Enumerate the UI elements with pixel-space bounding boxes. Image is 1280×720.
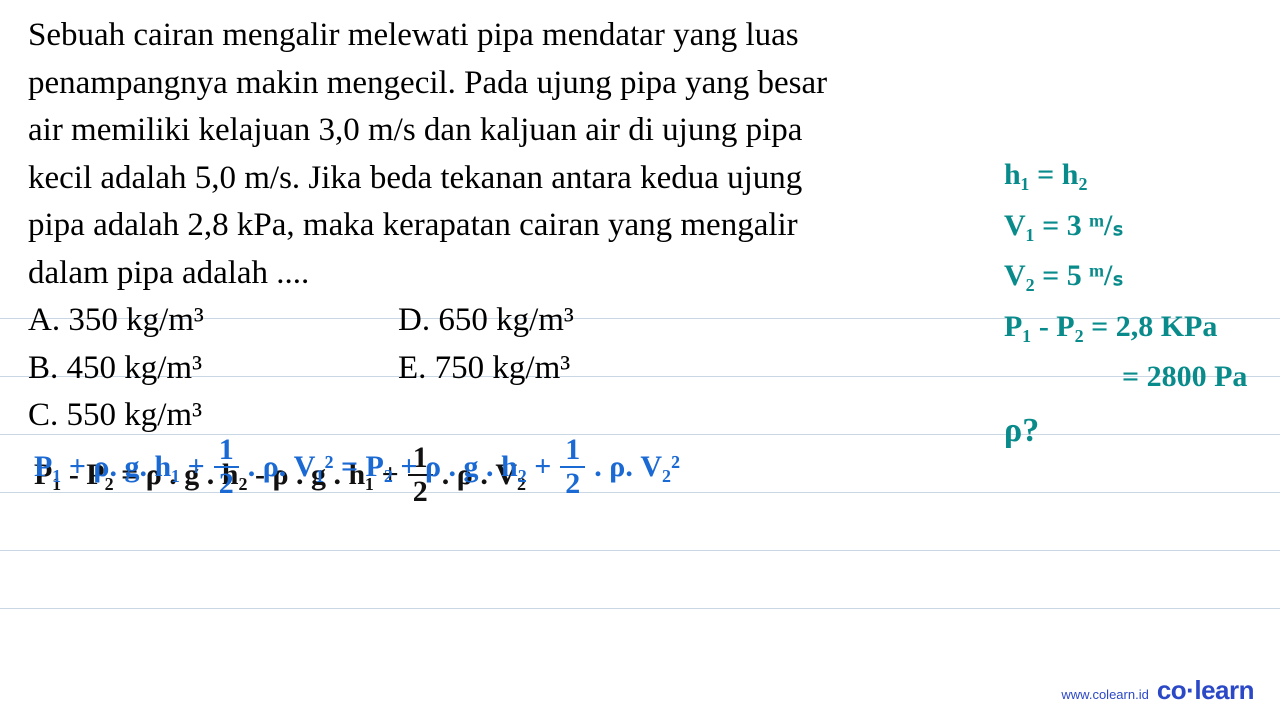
- equation-1: P₁ + ρ. g. h₁ + 1 2 . ρ. V₁² = P₂ + ρ . …: [34, 438, 680, 496]
- question-line-3: air memiliki kelajuan 3,0 m/s dan kaljua…: [28, 107, 1260, 155]
- fraction-half-icon: 1 2: [214, 435, 239, 499]
- logo-part-b: learn: [1194, 675, 1254, 705]
- frac-num: 1: [560, 435, 585, 468]
- logo-part-a: co: [1157, 675, 1186, 705]
- equations: P₁ + ρ. g. h₁ + 1 2 . ρ. V₁² = P₂ + ρ . …: [34, 438, 1260, 504]
- footer: www.colearn.id co·learn: [1061, 675, 1254, 706]
- frac-num: 1: [214, 435, 239, 468]
- footer-url: www.colearn.id: [1061, 687, 1148, 702]
- given-v1: V₁ = 3 ᵐ/ₛ: [1004, 203, 1247, 250]
- eq1-left: P₁ + ρ. g. h₁ +: [34, 450, 205, 484]
- question-line-2: penampangnya makin mengecil. Pada ujung …: [28, 60, 1260, 108]
- option-a: A. 350 kg/m³: [28, 297, 398, 345]
- rule-line: [0, 550, 1280, 551]
- eq1-mid: . ρ. V₁² = P₂ + ρ . g . h₂ +: [248, 450, 552, 484]
- rule-line: [0, 608, 1280, 609]
- hand-givens: h₁ = h₂ V₁ = 3 ᵐ/ₛ V₂ = 5 ᵐ/ₛ P₁ - P₂ = …: [1004, 152, 1247, 461]
- option-d: D. 650 kg/m³: [398, 297, 768, 345]
- given-h: h₁ = h₂: [1004, 152, 1247, 199]
- given-v2: V₂ = 5 ᵐ/ₛ: [1004, 253, 1247, 300]
- given-dp-pa: = 2800 Pa: [1004, 354, 1247, 401]
- option-b: B. 450 kg/m³: [28, 345, 398, 393]
- fraction-half-icon: 1 2: [560, 435, 585, 499]
- brand-logo: co·learn: [1157, 675, 1254, 706]
- page: Sebuah cairan mengalir melewati pipa men…: [0, 0, 1280, 720]
- question-line-1: Sebuah cairan mengalir melewati pipa men…: [28, 12, 1260, 60]
- frac-den: 2: [565, 468, 580, 499]
- option-c: C. 550 kg/m³: [28, 392, 398, 440]
- given-dp: P₁ - P₂ = 2,8 KPa: [1004, 304, 1247, 351]
- frac-den: 2: [219, 468, 234, 499]
- eq1-tail: . ρ. V₂²: [594, 450, 680, 484]
- option-e: E. 750 kg/m³: [398, 345, 768, 393]
